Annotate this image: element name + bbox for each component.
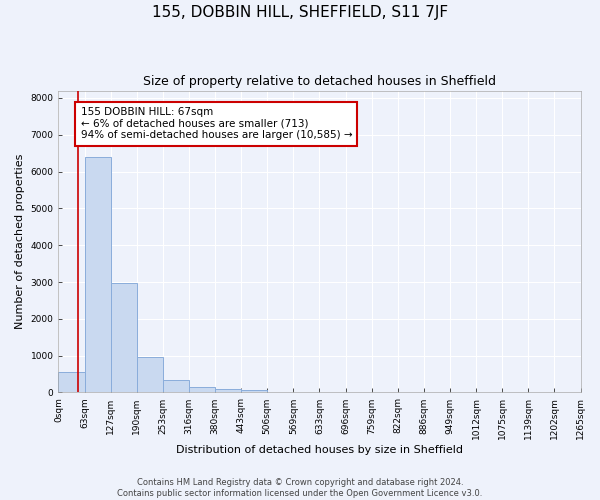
Bar — [215, 389, 241, 392]
Y-axis label: Number of detached properties: Number of detached properties — [15, 154, 25, 329]
Bar — [241, 390, 267, 392]
Bar — [110, 284, 137, 393]
Title: Size of property relative to detached houses in Sheffield: Size of property relative to detached ho… — [143, 75, 496, 88]
Text: 155, DOBBIN HILL, SHEFFIELD, S11 7JF: 155, DOBBIN HILL, SHEFFIELD, S11 7JF — [152, 5, 448, 20]
X-axis label: Distribution of detached houses by size in Sheffield: Distribution of detached houses by size … — [176, 445, 463, 455]
Bar — [137, 357, 163, 392]
Bar — [163, 380, 189, 392]
Bar — [58, 372, 85, 392]
Bar — [189, 386, 215, 392]
Text: 155 DOBBIN HILL: 67sqm
← 6% of detached houses are smaller (713)
94% of semi-det: 155 DOBBIN HILL: 67sqm ← 6% of detached … — [80, 107, 352, 140]
Text: Contains HM Land Registry data © Crown copyright and database right 2024.
Contai: Contains HM Land Registry data © Crown c… — [118, 478, 482, 498]
Bar — [85, 157, 110, 392]
